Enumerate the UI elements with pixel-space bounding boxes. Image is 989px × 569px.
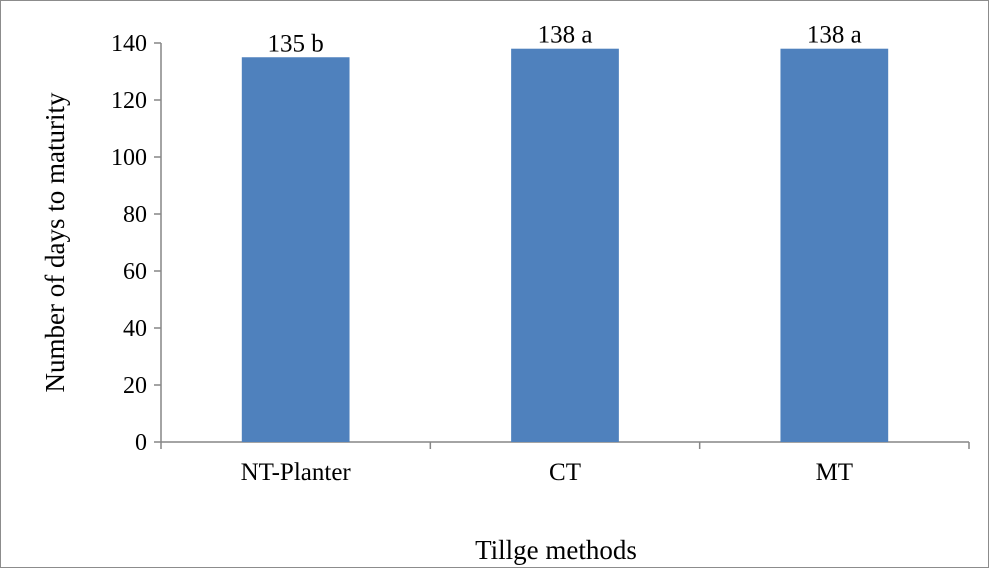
y-tick-label: 140 [111, 31, 147, 57]
x-axis-title: Tillge methods [475, 535, 637, 565]
y-tick-label: 0 [135, 430, 147, 456]
bar-nt-planter [241, 57, 350, 442]
y-axis-title: Number of days to maturity [40, 92, 70, 392]
x-tick-label: NT-Planter [241, 459, 352, 486]
y-tick-label: 20 [123, 373, 147, 399]
y-tick-label: 120 [111, 88, 147, 114]
y-tick-label: 60 [123, 259, 147, 285]
labels: 0 20 40 60 80 100 120 140 135 b NT-Planter 138 a CT… [111, 22, 862, 486]
y-tick-label: 40 [123, 316, 147, 342]
data-label: 138 a [807, 22, 862, 49]
bars [241, 48, 889, 442]
bar-mt [780, 48, 889, 442]
y-tick-label: 80 [123, 202, 147, 228]
data-label: 135 b [268, 30, 324, 57]
x-tick-label: MT [816, 459, 854, 486]
y-tick-label: 100 [111, 145, 147, 171]
x-tick-label: CT [549, 459, 581, 486]
bar-ct [511, 48, 619, 442]
data-label: 138 a [538, 22, 593, 49]
